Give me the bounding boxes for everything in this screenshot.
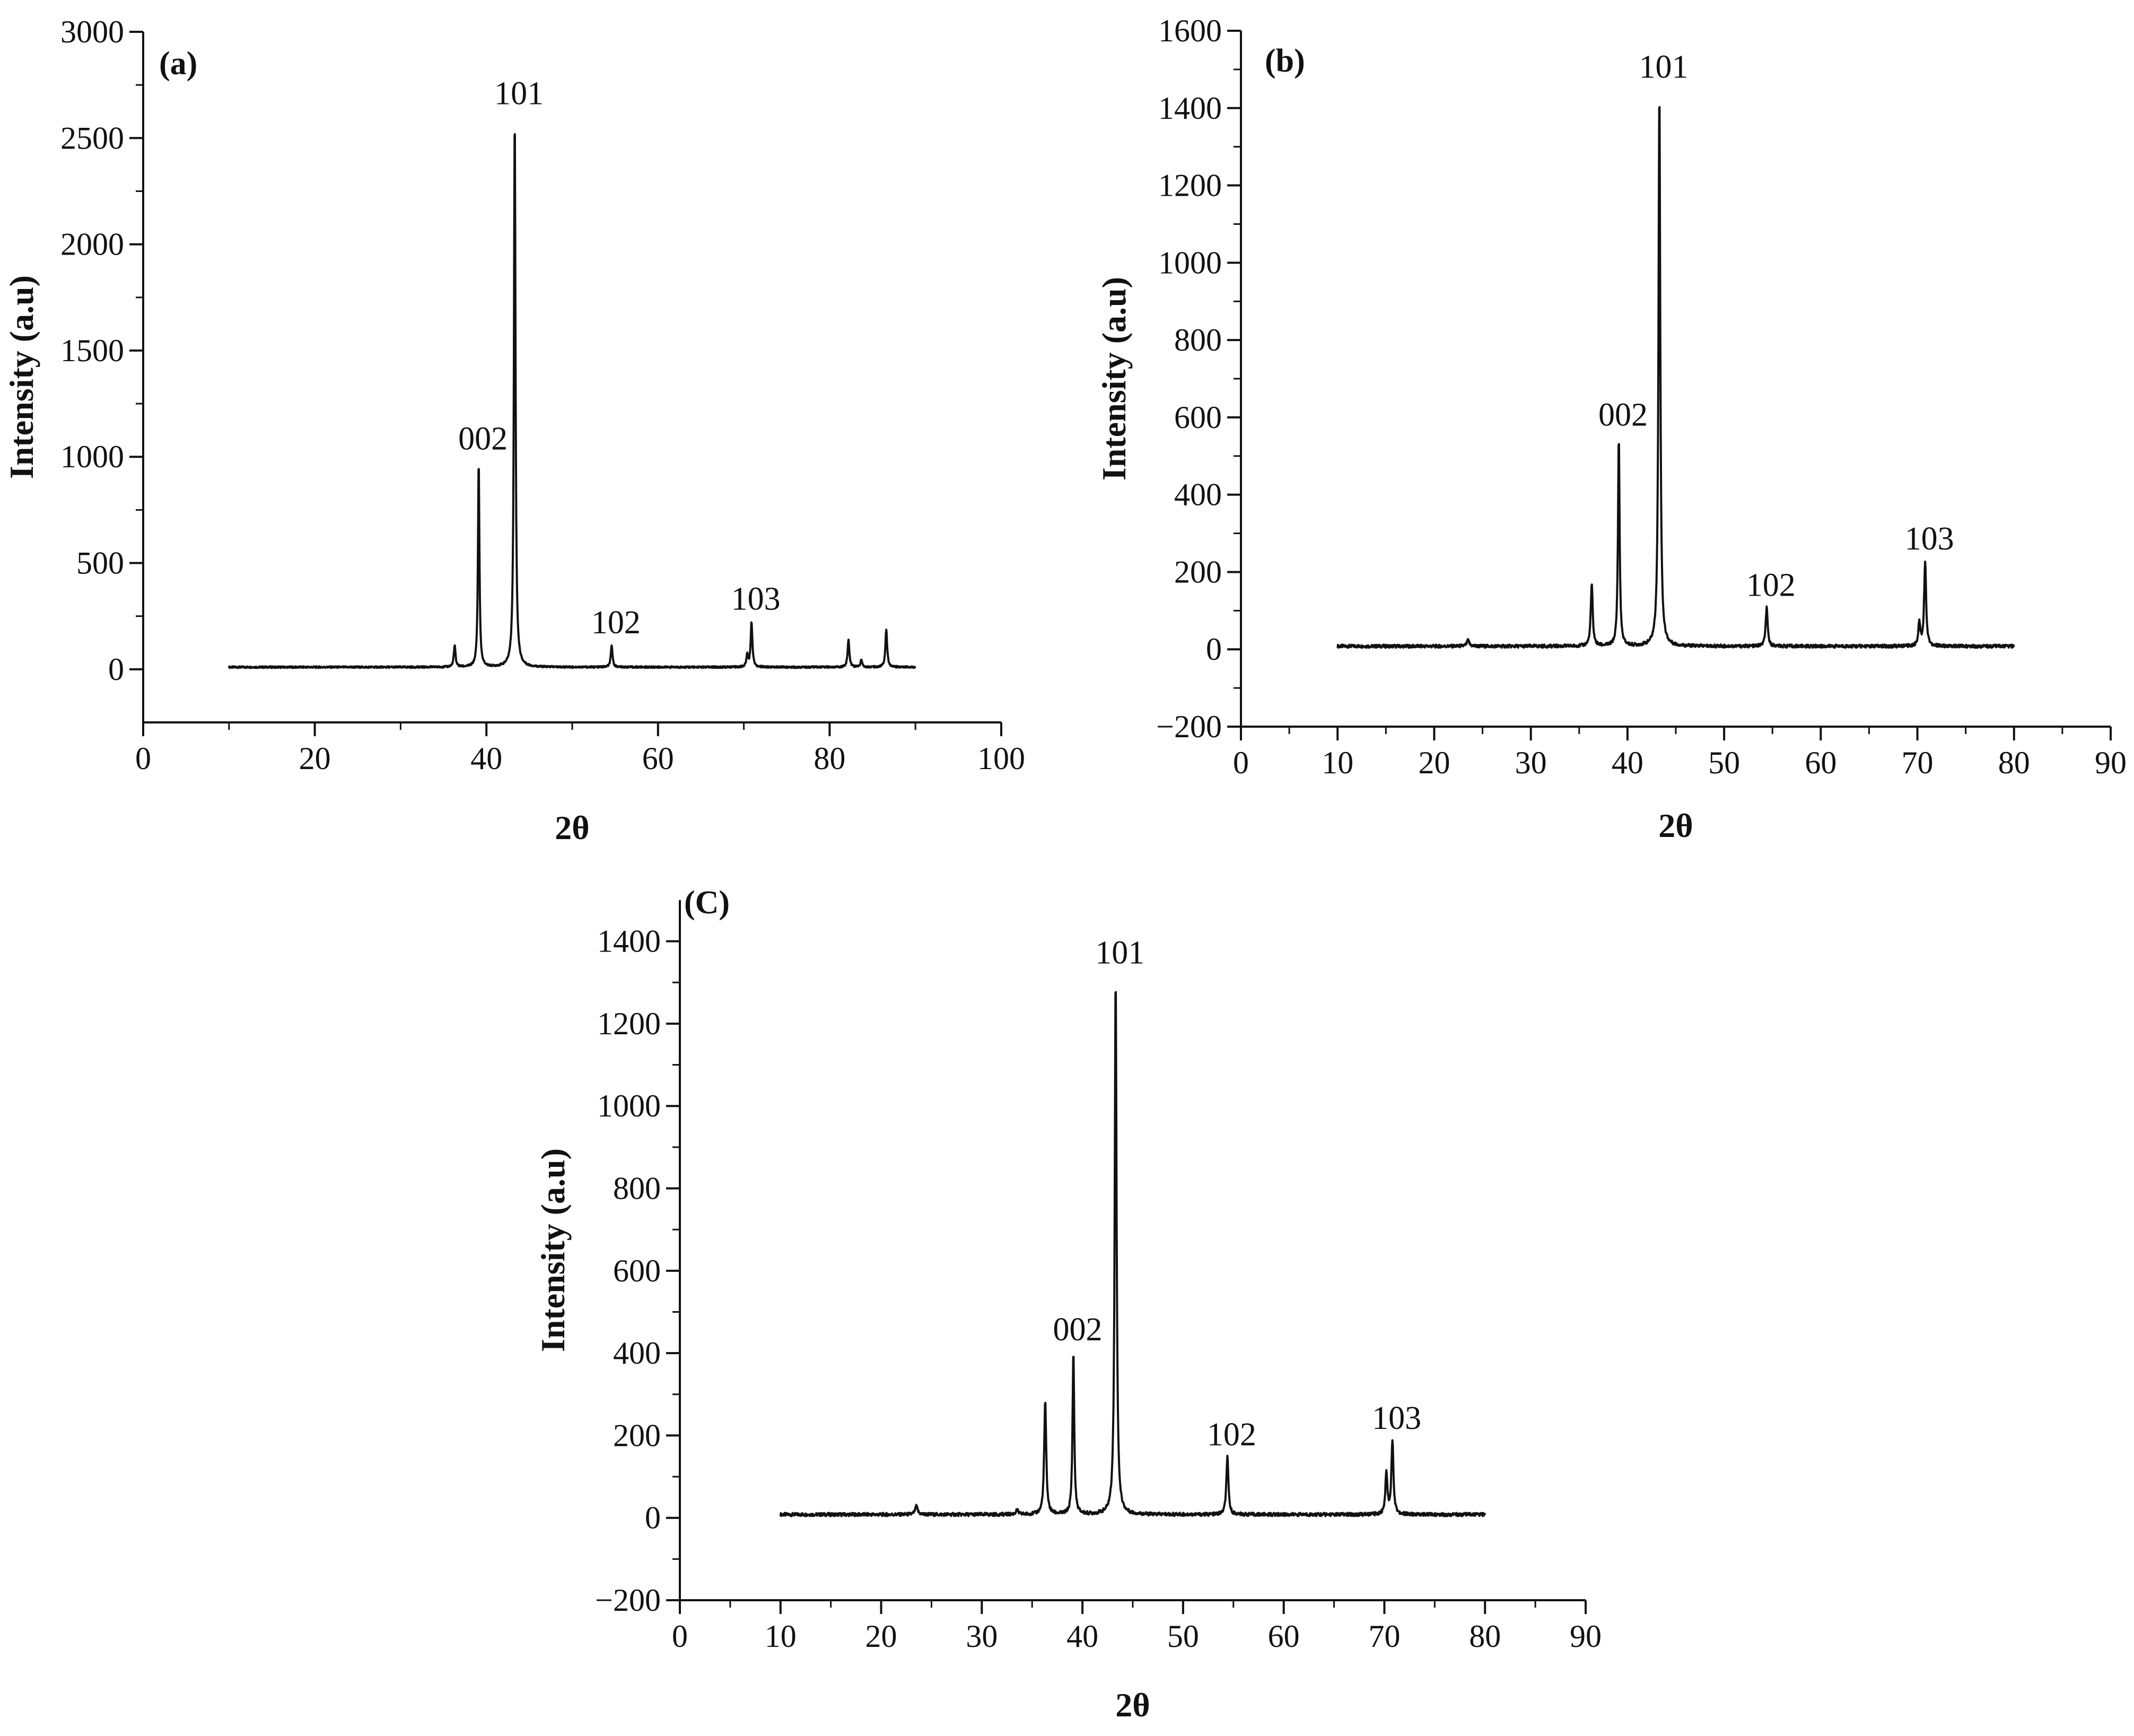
y-tick-label: 1000 [597,1088,661,1123]
x-tick-label: 80 [1469,1619,1501,1654]
panel-label: (C) [684,885,730,921]
y-tick-label: 2000 [60,227,124,262]
x-tick-label: 80 [1998,745,2030,780]
panel-label: (a) [159,46,197,82]
peak-label-102: 102 [1207,1417,1256,1453]
y-tick-label: 1400 [597,924,661,959]
y-tick-label: 800 [613,1171,661,1206]
y-tick-label: 200 [613,1418,661,1453]
y-tick-label: 1400 [1158,91,1222,126]
peak-label-101: 101 [1639,49,1689,85]
peak-label-101: 101 [494,75,544,111]
y-tick-label: 0 [1206,632,1222,667]
y-tick-label: 3000 [60,14,124,49]
x-tick-label: 40 [1612,745,1643,780]
peak-label-103: 103 [1905,521,1954,557]
peak-label-002: 002 [1053,1312,1103,1348]
x-tick-label: 60 [1805,745,1836,780]
y-tick-label: 0 [645,1501,661,1536]
y-tick-label: −200 [595,1583,661,1618]
x-tick-label: 60 [1268,1619,1300,1654]
y-tick-label: 200 [1174,554,1222,589]
x-tick-label: 40 [470,741,502,776]
x-tick-label: 0 [672,1619,688,1654]
x-tick-label: 70 [1902,745,1934,780]
chart-panel-c: 0 10 20 30 40 50 60 70 80 90 −200 0 200 400 600 800 1000… [534,885,1602,1724]
y-tick-label: 600 [613,1253,661,1288]
y-tick-label: 2500 [60,120,124,155]
peak-label-103: 103 [731,581,781,617]
x-tick-label: 10 [1322,745,1353,780]
x-tick-label: 50 [1708,745,1740,780]
panel-label: (b) [1265,43,1305,79]
y-tick-label: 1200 [597,1006,661,1041]
x-tick-label: 70 [1368,1619,1400,1654]
x-tick-label: 80 [814,741,845,776]
chart-panel-a: 0 20 40 60 80 1000500100015002000250030002θIn… [3,14,1025,847]
y-tick-label: 400 [613,1336,661,1371]
y-tick-label: 500 [76,546,124,581]
peak-label-103: 103 [1372,1400,1421,1436]
y-tick-label: 1200 [1158,168,1222,203]
peak-label-002: 002 [1598,397,1648,433]
x-tick-label: 0 [1233,745,1249,780]
y-tick-label: 400 [1174,477,1222,512]
xrd-series-line [779,991,1486,1517]
peak-label-102: 102 [591,605,641,641]
x-tick-label: 10 [765,1619,797,1654]
y-tick-label: 1600 [1158,13,1222,48]
y-axis-title: Intensity (a.u) [1095,277,1133,481]
y-tick-label: 1500 [60,333,124,368]
x-tick-label: 30 [1515,745,1547,780]
x-axis-title: 2θ [1658,807,1693,844]
x-tick-label: 90 [1570,1619,1602,1654]
y-tick-label: 600 [1174,400,1222,435]
x-tick-label: 50 [1167,1619,1199,1654]
x-tick-label: 40 [1066,1619,1098,1654]
peak-label-002: 002 [458,421,508,457]
x-axis-title: 2θ [555,809,589,847]
x-tick-label: 100 [977,741,1025,776]
xrd-series-line [228,133,916,669]
peak-label-101: 101 [1095,935,1144,971]
y-tick-label: 1000 [1158,245,1222,280]
y-axis-title: Intensity (a.u) [3,275,40,479]
x-tick-label: 20 [865,1619,897,1654]
peak-label-102: 102 [1746,567,1796,603]
xrd-series-line [1336,106,2015,649]
x-tick-label: 90 [2095,745,2127,780]
x-tick-label: 0 [135,741,151,776]
x-tick-label: 30 [966,1619,998,1654]
chart-panel-b: 0 10 20 30 40 50 60 70 80 90 −200 0 200 400 600 800 1000… [1095,13,2127,844]
y-tick-label: 1000 [60,439,124,474]
y-tick-label: 0 [108,652,124,687]
y-tick-label: 800 [1174,322,1222,357]
x-axis-title: 2θ [1115,1686,1150,1724]
x-tick-label: 20 [1418,745,1450,780]
x-tick-label: 20 [299,741,331,776]
y-tick-label: −200 [1156,709,1222,744]
y-axis-title: Intensity (a.u) [534,1148,572,1352]
x-tick-label: 60 [642,741,674,776]
